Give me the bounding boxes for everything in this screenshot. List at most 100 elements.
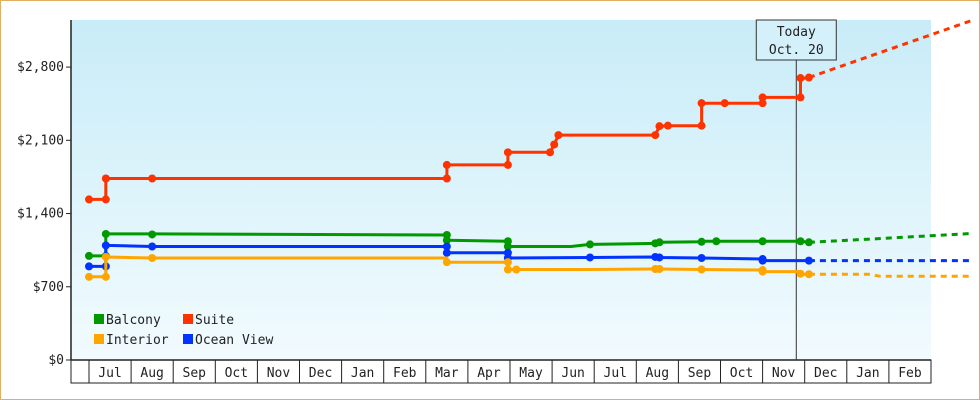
data-point-ocean-view xyxy=(148,242,157,251)
data-point-suite xyxy=(720,99,729,108)
data-point-suite xyxy=(101,195,110,204)
month-label: Feb xyxy=(898,366,922,381)
data-point-balcony xyxy=(697,237,706,246)
data-point-ocean-view xyxy=(758,256,767,265)
data-point-interior xyxy=(512,265,521,274)
data-point-balcony xyxy=(585,240,594,249)
data-point-ocean-view xyxy=(85,262,93,271)
legend-swatch xyxy=(183,334,193,344)
data-point-suite xyxy=(758,99,767,108)
month-label: Apr xyxy=(477,366,501,381)
data-point-balcony xyxy=(442,236,451,245)
data-point-suite xyxy=(503,148,512,157)
data-point-interior xyxy=(503,258,512,267)
month-label: Dec xyxy=(814,366,837,381)
y-tick-label: $0 xyxy=(48,353,64,368)
series-forecast-balcony xyxy=(808,231,974,244)
data-point-suite xyxy=(697,99,706,108)
data-point-interior xyxy=(503,265,512,274)
series-forecast-suite xyxy=(808,18,974,79)
today-date-label: Oct. 20 xyxy=(769,43,824,58)
data-point-suite xyxy=(442,160,451,169)
data-point-ocean-view xyxy=(442,242,451,251)
y-tick-label: $700 xyxy=(33,280,64,295)
legend-label: Ocean View xyxy=(195,333,273,348)
data-point-interior xyxy=(758,267,767,276)
data-point-balcony xyxy=(85,251,93,260)
data-point-suite xyxy=(804,73,813,82)
data-point-balcony xyxy=(503,242,512,251)
data-point-balcony xyxy=(796,237,805,246)
y-axis: $0 $700 $1,400 $2,100 $2,800 xyxy=(17,20,72,368)
series-ocean-view xyxy=(85,241,974,271)
month-label: May xyxy=(519,366,543,381)
data-point-suite xyxy=(796,74,805,83)
data-point-suite xyxy=(697,121,706,130)
series-line-interior xyxy=(89,255,809,279)
month-label: Oct xyxy=(225,366,248,381)
data-point-balcony xyxy=(804,238,813,247)
data-point-interior xyxy=(85,272,93,281)
data-point-interior xyxy=(442,258,451,267)
data-point-suite xyxy=(550,140,559,149)
data-point-interior xyxy=(697,265,706,274)
data-point-balcony xyxy=(758,237,767,246)
month-label: Jul xyxy=(98,366,121,381)
data-point-ocean-view xyxy=(804,256,813,265)
data-point-ocean-view xyxy=(101,241,110,250)
month-label: Jan xyxy=(856,366,879,381)
month-label: Feb xyxy=(393,366,417,381)
month-label: Aug xyxy=(646,366,669,381)
data-point-suite xyxy=(101,174,110,183)
data-point-interior xyxy=(101,272,110,281)
month-label: Nov xyxy=(772,366,796,381)
data-point-suite xyxy=(655,122,664,131)
data-point-interior xyxy=(101,252,110,261)
data-point-interior xyxy=(796,269,805,278)
data-point-ocean-view xyxy=(697,254,706,262)
month-label: Sep xyxy=(688,366,712,381)
month-label: Oct xyxy=(730,366,753,381)
y-tick-label: $1,400 xyxy=(17,207,64,222)
data-point-balcony xyxy=(148,230,157,239)
data-point-balcony xyxy=(712,237,721,246)
data-point-ocean-view xyxy=(655,253,664,262)
data-point-interior xyxy=(655,264,664,273)
data-point-ocean-view xyxy=(442,248,451,257)
legend: Balcony Suite Interior Ocean View xyxy=(94,313,273,348)
data-point-balcony xyxy=(101,229,110,238)
series-interior xyxy=(85,252,974,281)
today-label: Today xyxy=(777,25,816,40)
month-label: Jun xyxy=(561,366,584,381)
data-point-suite xyxy=(758,93,767,102)
data-point-ocean-view xyxy=(585,253,594,262)
data-point-suite xyxy=(85,195,93,204)
y-tick-label: $2,100 xyxy=(17,133,64,148)
data-point-suite xyxy=(663,121,672,130)
month-label: Aug xyxy=(140,366,163,381)
month-label: Mar xyxy=(435,366,459,381)
data-point-interior xyxy=(148,254,157,262)
x-axis: Jul Aug Sep Oct Nov Dec Jan Feb Mar Apr May Jun Jul A… xyxy=(70,359,932,384)
data-point-suite xyxy=(503,160,512,169)
legend-label: Suite xyxy=(195,313,234,328)
data-point-suite xyxy=(554,131,563,140)
legend-label: Balcony xyxy=(106,313,161,328)
today-label-box xyxy=(755,19,837,61)
data-point-balcony xyxy=(655,238,664,247)
month-label: Jul xyxy=(604,366,627,381)
y-tick-label: $2,800 xyxy=(17,60,64,75)
series-line-suite xyxy=(89,76,810,201)
legend-label: Interior xyxy=(106,333,169,348)
data-point-suite xyxy=(442,174,451,183)
legend-swatch xyxy=(183,314,193,324)
data-point-suite xyxy=(545,148,554,157)
series-layer xyxy=(85,18,974,281)
plot-area xyxy=(71,20,931,360)
data-point-interior xyxy=(804,270,813,279)
legend-swatch xyxy=(94,334,104,344)
series-suite xyxy=(85,18,974,204)
data-point-suite xyxy=(148,174,157,183)
month-label: Sep xyxy=(183,366,207,381)
